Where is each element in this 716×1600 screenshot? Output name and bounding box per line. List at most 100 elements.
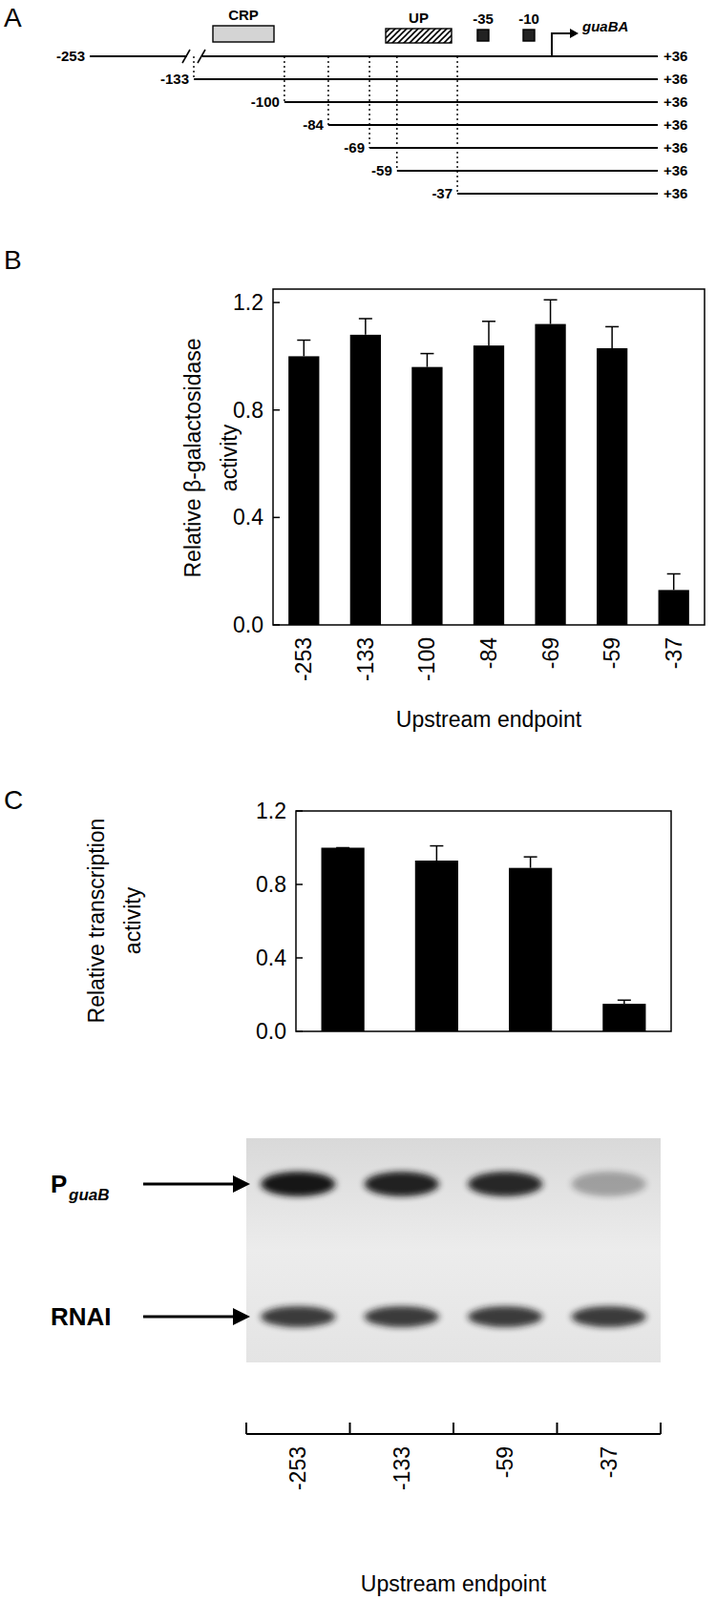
- bar-chart: 0.00.40.81.2Relative β-galactosidaseacti…: [180, 289, 705, 733]
- gel-band: [260, 1172, 336, 1198]
- dotted-guide: [396, 56, 398, 171]
- error-bar: [358, 318, 373, 336]
- y-tick-label: 1.2: [232, 290, 264, 316]
- x-tick-label: -253: [285, 1447, 311, 1492]
- fragment-end-label: +36: [663, 70, 688, 87]
- lane-divider: [659, 1423, 662, 1435]
- x-tick-label: -69: [538, 637, 564, 670]
- gel-row-subscript: guaB: [67, 1186, 110, 1205]
- marks: [321, 846, 647, 1032]
- gel-background: [246, 1138, 661, 1364]
- marks: [288, 299, 690, 626]
- fragment-line: [89, 55, 188, 58]
- error-bar: [605, 326, 619, 349]
- y-tick-label: 0.8: [255, 872, 287, 898]
- x-axis-label: Upstream endpoint: [396, 707, 583, 733]
- x-tick-label: -84: [476, 637, 502, 670]
- error-cap: [482, 320, 496, 323]
- error-stem: [529, 857, 532, 869]
- fragment-start-label: -100: [251, 93, 280, 110]
- y-tick: [273, 624, 280, 627]
- fragment-line: [397, 169, 658, 172]
- error-stem: [364, 318, 367, 336]
- fragment-start-label: -69: [343, 139, 365, 156]
- error-stem: [549, 299, 552, 324]
- x-tick-label: -100: [414, 637, 440, 682]
- panel-label: B: [3, 245, 22, 275]
- bar: [602, 1004, 646, 1032]
- y-tick-label: 0.8: [232, 398, 264, 423]
- error-stem: [436, 846, 439, 862]
- gel: PguaBRNAI: [50, 1138, 661, 1435]
- bar: [534, 324, 566, 626]
- bar: [321, 848, 365, 1033]
- y-tick-label: 1.2: [255, 799, 287, 824]
- y-tick-label: 0.0: [255, 1019, 287, 1045]
- x-axis-label: Upstream endpoint: [360, 1572, 548, 1598]
- fragment-end-label: +36: [663, 93, 688, 110]
- y-tick: [295, 810, 303, 813]
- y-axis-label: Relative β-galactosidase: [180, 337, 206, 578]
- error-cap: [544, 299, 558, 302]
- dotted-guide: [368, 56, 370, 148]
- gel-row-label: P: [50, 1170, 67, 1200]
- figure: A B C -253 +36 -133 +36 -100 +36 -84 +36 -69 +36 -59 +…: [0, 0, 716, 1600]
- fragment-start-label: -133: [160, 70, 190, 87]
- bar-chart: 0.00.40.81.2Relative transcriptionactivi…: [84, 799, 672, 1598]
- error-cap: [429, 845, 443, 848]
- lane-divider: [452, 1423, 455, 1435]
- error-bar: [544, 299, 558, 324]
- error-cap: [358, 317, 373, 320]
- fragment-line: [284, 101, 658, 104]
- bar: [473, 345, 505, 626]
- error-bar: [420, 354, 434, 368]
- feature-label: -35: [472, 10, 494, 27]
- error-cap: [524, 856, 538, 859]
- gel-band: [467, 1306, 543, 1328]
- fragment-end-label: +36: [663, 47, 688, 64]
- panel-label: C: [3, 785, 23, 816]
- gel-arrow-shaft: [143, 1316, 235, 1320]
- y-tick: [295, 957, 303, 960]
- gel-band: [364, 1172, 440, 1198]
- promoter-diagram: -253+36-133+36-100+36-84+36-69+36-59+36-…: [56, 6, 688, 202]
- y-tick: [273, 409, 280, 412]
- panel-label: A: [3, 2, 22, 33]
- gel-band: [260, 1306, 336, 1328]
- error-bar: [482, 321, 496, 346]
- error-bar: [336, 847, 350, 849]
- fragment-end-label: +36: [663, 162, 688, 179]
- error-cap: [336, 847, 350, 850]
- feature-hatched: [385, 28, 452, 43]
- bar: [508, 868, 552, 1032]
- y-tick-label: 0.4: [255, 946, 287, 971]
- y-axis-label: activity: [120, 886, 146, 955]
- fragment-start-label: -37: [431, 185, 453, 202]
- error-cap: [296, 339, 311, 342]
- error-stem: [487, 321, 490, 346]
- tss-arrowhead: [569, 28, 579, 39]
- y-tick: [295, 884, 303, 886]
- fragment-line: [193, 78, 658, 81]
- fragment-line: [202, 55, 658, 58]
- gel-band: [364, 1306, 440, 1328]
- y-tick-label: 0.4: [232, 505, 264, 530]
- plot-frame: [273, 289, 705, 626]
- x-tick-label: -37: [596, 1447, 622, 1479]
- x-tick-label: -59: [492, 1447, 518, 1479]
- bar: [411, 367, 443, 626]
- fragment-end-label: +36: [663, 116, 688, 133]
- fragment-end-label: +36: [663, 185, 688, 202]
- plot-frame: [295, 811, 672, 1032]
- error-bar: [617, 1000, 632, 1005]
- dotted-guide: [283, 56, 285, 103]
- feature-label: CRP: [228, 6, 259, 23]
- lane-divider: [245, 1423, 248, 1435]
- fragment-line: [328, 124, 658, 127]
- error-bar: [524, 857, 538, 869]
- tss-arrow: [551, 33, 571, 57]
- x-tick-label: -59: [599, 637, 625, 670]
- error-stem: [303, 340, 306, 358]
- dotted-guide: [327, 56, 329, 126]
- error-stem: [673, 573, 675, 590]
